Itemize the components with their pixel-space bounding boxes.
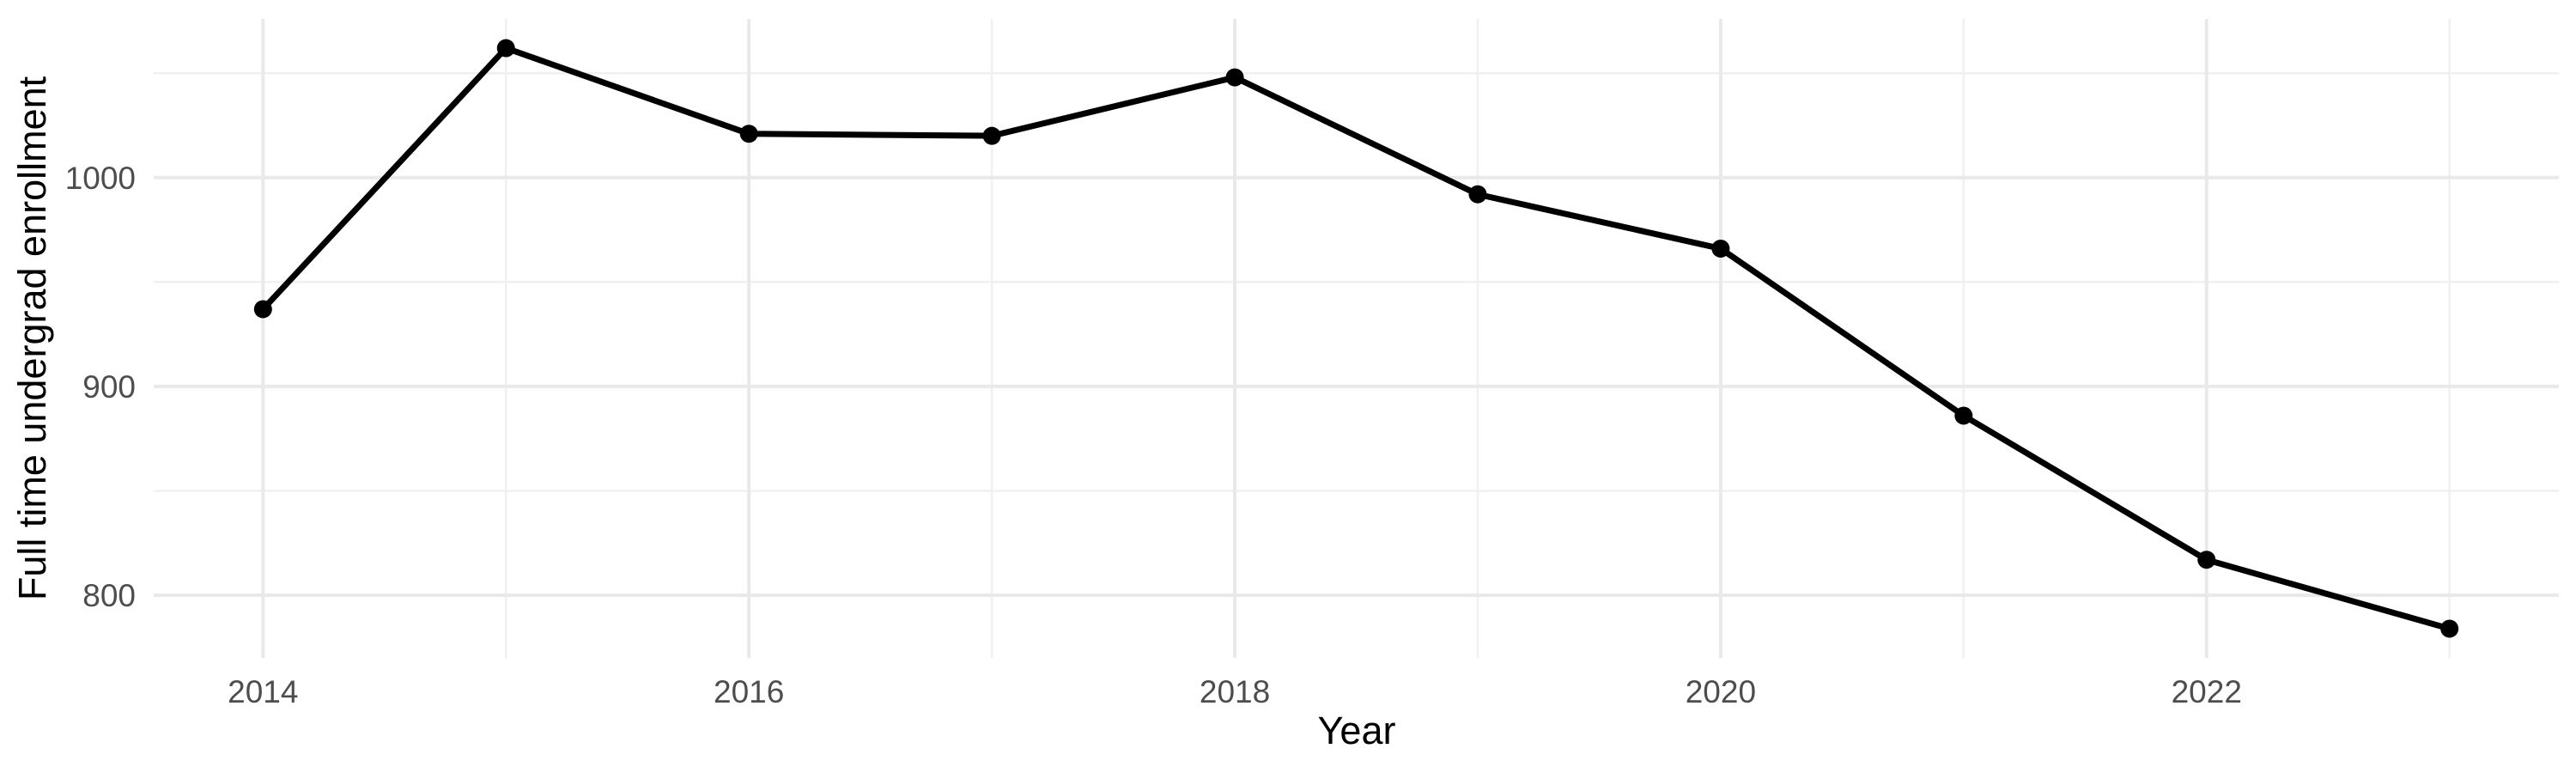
data-point-2018 [1225,68,1244,87]
x-tick-label: 2016 [714,674,784,709]
data-point-2014 [253,300,272,319]
data-point-2019 [1468,185,1487,204]
y-tick-label: 1000 [65,161,136,196]
x-axis-title: Year [1317,709,1396,752]
x-tick-label: 2020 [1686,674,1756,709]
data-point-2015 [496,39,515,58]
data-point-2023 [2440,619,2459,638]
y-tick-label: 800 [82,578,136,613]
y-axis-title: Full time undergrad enrollment [10,76,54,601]
x-tick-label: 2018 [1200,674,1270,709]
data-point-2021 [1954,406,1973,425]
y-tick-label: 900 [82,369,136,405]
data-point-2016 [739,125,758,143]
data-point-2022 [2197,551,2216,569]
data-point-2020 [1711,239,1730,258]
enrollment-line [260,44,2451,632]
data-point-2017 [982,126,1001,145]
x-tick-label: 2022 [2172,674,2242,709]
x-tick-label: 2014 [228,674,298,709]
